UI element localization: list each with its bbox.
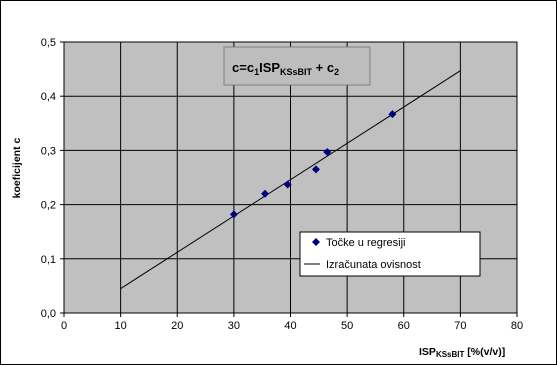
x-tick-label: 80	[511, 320, 523, 332]
equation-text: c=c1ISPKSsBIT + c2	[232, 60, 339, 77]
x-tick-label: 30	[228, 320, 240, 332]
x-tick-labels: 0 10 20 30 40 50 60 70 80	[61, 313, 523, 332]
x-tick-label: 10	[115, 320, 127, 332]
y-tick-label: 0,3	[41, 145, 56, 157]
data-point	[229, 210, 238, 219]
x-tick-label: 50	[341, 320, 353, 332]
legend-label-points: Točke u regresiji	[326, 237, 405, 249]
x-tick-label: 40	[284, 320, 296, 332]
y-tick-label: 0,1	[41, 254, 56, 266]
data-point	[283, 180, 292, 189]
y-tick-labels: 0,0 0,1 0,2 0,3 0,4 0,5	[41, 37, 64, 320]
data-point	[311, 165, 320, 174]
equation-box: c=c1ISPKSsBIT + c2	[223, 46, 371, 86]
y-tick-label: 0,2	[41, 200, 56, 212]
data-point	[388, 110, 397, 119]
legend-marker-points	[312, 238, 320, 246]
x-axis-label: ISPKSsBIT [%(v/v)]	[419, 346, 505, 359]
y-tick-label: 0,0	[41, 308, 56, 320]
x-tick-label: 20	[171, 320, 183, 332]
data-point	[323, 148, 332, 157]
y-tick-label: 0,5	[41, 37, 56, 49]
y-axis-label: koeficijent c	[11, 138, 23, 199]
data-point	[261, 189, 270, 198]
fit-line	[120, 70, 461, 290]
series-layer	[120, 70, 461, 290]
y-tick-label: 0,4	[41, 91, 56, 103]
x-tick-label: 70	[454, 320, 466, 332]
x-tick-label: 0	[61, 320, 67, 332]
legend: Točke u regresiji Izračunata ovisnost	[299, 231, 481, 277]
x-tick-label: 60	[398, 320, 410, 332]
legend-label-line: Izračunata ovisnost	[326, 259, 421, 271]
